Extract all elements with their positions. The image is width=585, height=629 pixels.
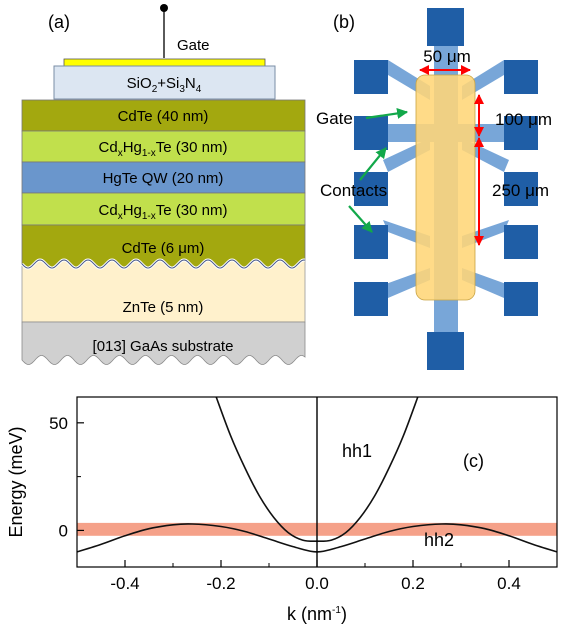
layer-hgte-qw bbox=[21, 161, 306, 194]
panel-c-label: (c) bbox=[463, 451, 484, 471]
dielectric-layer bbox=[53, 65, 276, 100]
contacts-label: Contacts bbox=[320, 181, 387, 200]
layer-cdhgte-top-label: CdxHg1-xTe (30 nm) bbox=[99, 139, 228, 159]
contacts-pointer-1 bbox=[359, 147, 387, 181]
panel-b: (b) bbox=[316, 8, 552, 370]
series-label-hh1: hh1 bbox=[342, 441, 372, 461]
panel-a: (a) Gate SiO2+Si3N4 CdTe (40 nm) CdxHg1-… bbox=[20, 4, 306, 365]
layer-cdte-40 bbox=[21, 99, 306, 132]
panel-b-label: (b) bbox=[333, 12, 355, 32]
panel-c-chart: -0.4 -0.2 0.0 0.2 0.4 0 50 hh1 hh2 (c) Energy … bbox=[6, 396, 558, 624]
contact-pad bbox=[427, 332, 464, 370]
gate-terminal-dot bbox=[160, 4, 168, 12]
layer-znte-label: ZnTe (5 nm) bbox=[123, 299, 204, 316]
contact-pad bbox=[504, 172, 538, 206]
x-tick-label: -0.2 bbox=[206, 574, 235, 593]
layer-cdhgte-bottom bbox=[21, 192, 306, 226]
contacts-pointer-2 bbox=[348, 205, 373, 233]
y-tick-label: 0 bbox=[59, 521, 68, 540]
contact-pad bbox=[504, 225, 538, 259]
contact-pad bbox=[504, 60, 538, 94]
gate-electrode bbox=[415, 74, 476, 301]
gate-label-b: Gate bbox=[316, 109, 353, 128]
layer-cdte-buffer-label: CdTe (6 μm) bbox=[122, 240, 205, 257]
layer-gaas-label: [013] GaAs substrate bbox=[93, 338, 234, 355]
series-label-hh2: hh2 bbox=[424, 530, 454, 550]
dielectric-label: SiO2+Si3N4 bbox=[127, 75, 202, 95]
contact-pad bbox=[427, 8, 464, 46]
spacing-label-2: 250 μm bbox=[492, 181, 549, 200]
contact-pad bbox=[354, 172, 388, 206]
contact-pad bbox=[354, 60, 388, 94]
x-tick-label: -0.4 bbox=[110, 574, 139, 593]
contact-pad bbox=[354, 116, 388, 150]
x-tick-label: 0.2 bbox=[401, 574, 425, 593]
layer-cdhgte-bottom-label: CdxHg1-xTe (30 nm) bbox=[99, 202, 228, 222]
x-tick-label: 0.0 bbox=[305, 574, 329, 593]
layer-hgte-qw-label: HgTe QW (20 nm) bbox=[103, 170, 224, 187]
gate-label-a: Gate bbox=[177, 37, 210, 54]
layer-cdte-40-label: CdTe (40 nm) bbox=[118, 108, 209, 125]
y-axis-label: Energy (meV) bbox=[6, 426, 26, 537]
interface-roughness-outline bbox=[21, 259, 306, 269]
x-axis-label: k (nm-1) bbox=[287, 604, 347, 624]
contact-pad bbox=[354, 282, 388, 316]
contact-pad bbox=[504, 282, 538, 316]
gate-metal bbox=[63, 58, 266, 67]
x-tick-label: 0.4 bbox=[497, 574, 521, 593]
contact-pads bbox=[354, 8, 538, 370]
spacing-label-1: 100 μm bbox=[495, 110, 552, 129]
layer-cdhgte-top bbox=[21, 130, 306, 163]
panel-a-label: (a) bbox=[48, 12, 70, 32]
gate-pointer bbox=[365, 107, 409, 120]
contact-pad bbox=[504, 116, 538, 150]
y-tick-label: 50 bbox=[49, 414, 68, 433]
layer-gaas-substrate bbox=[21, 321, 306, 365]
width-label: 50 μm bbox=[423, 47, 471, 66]
